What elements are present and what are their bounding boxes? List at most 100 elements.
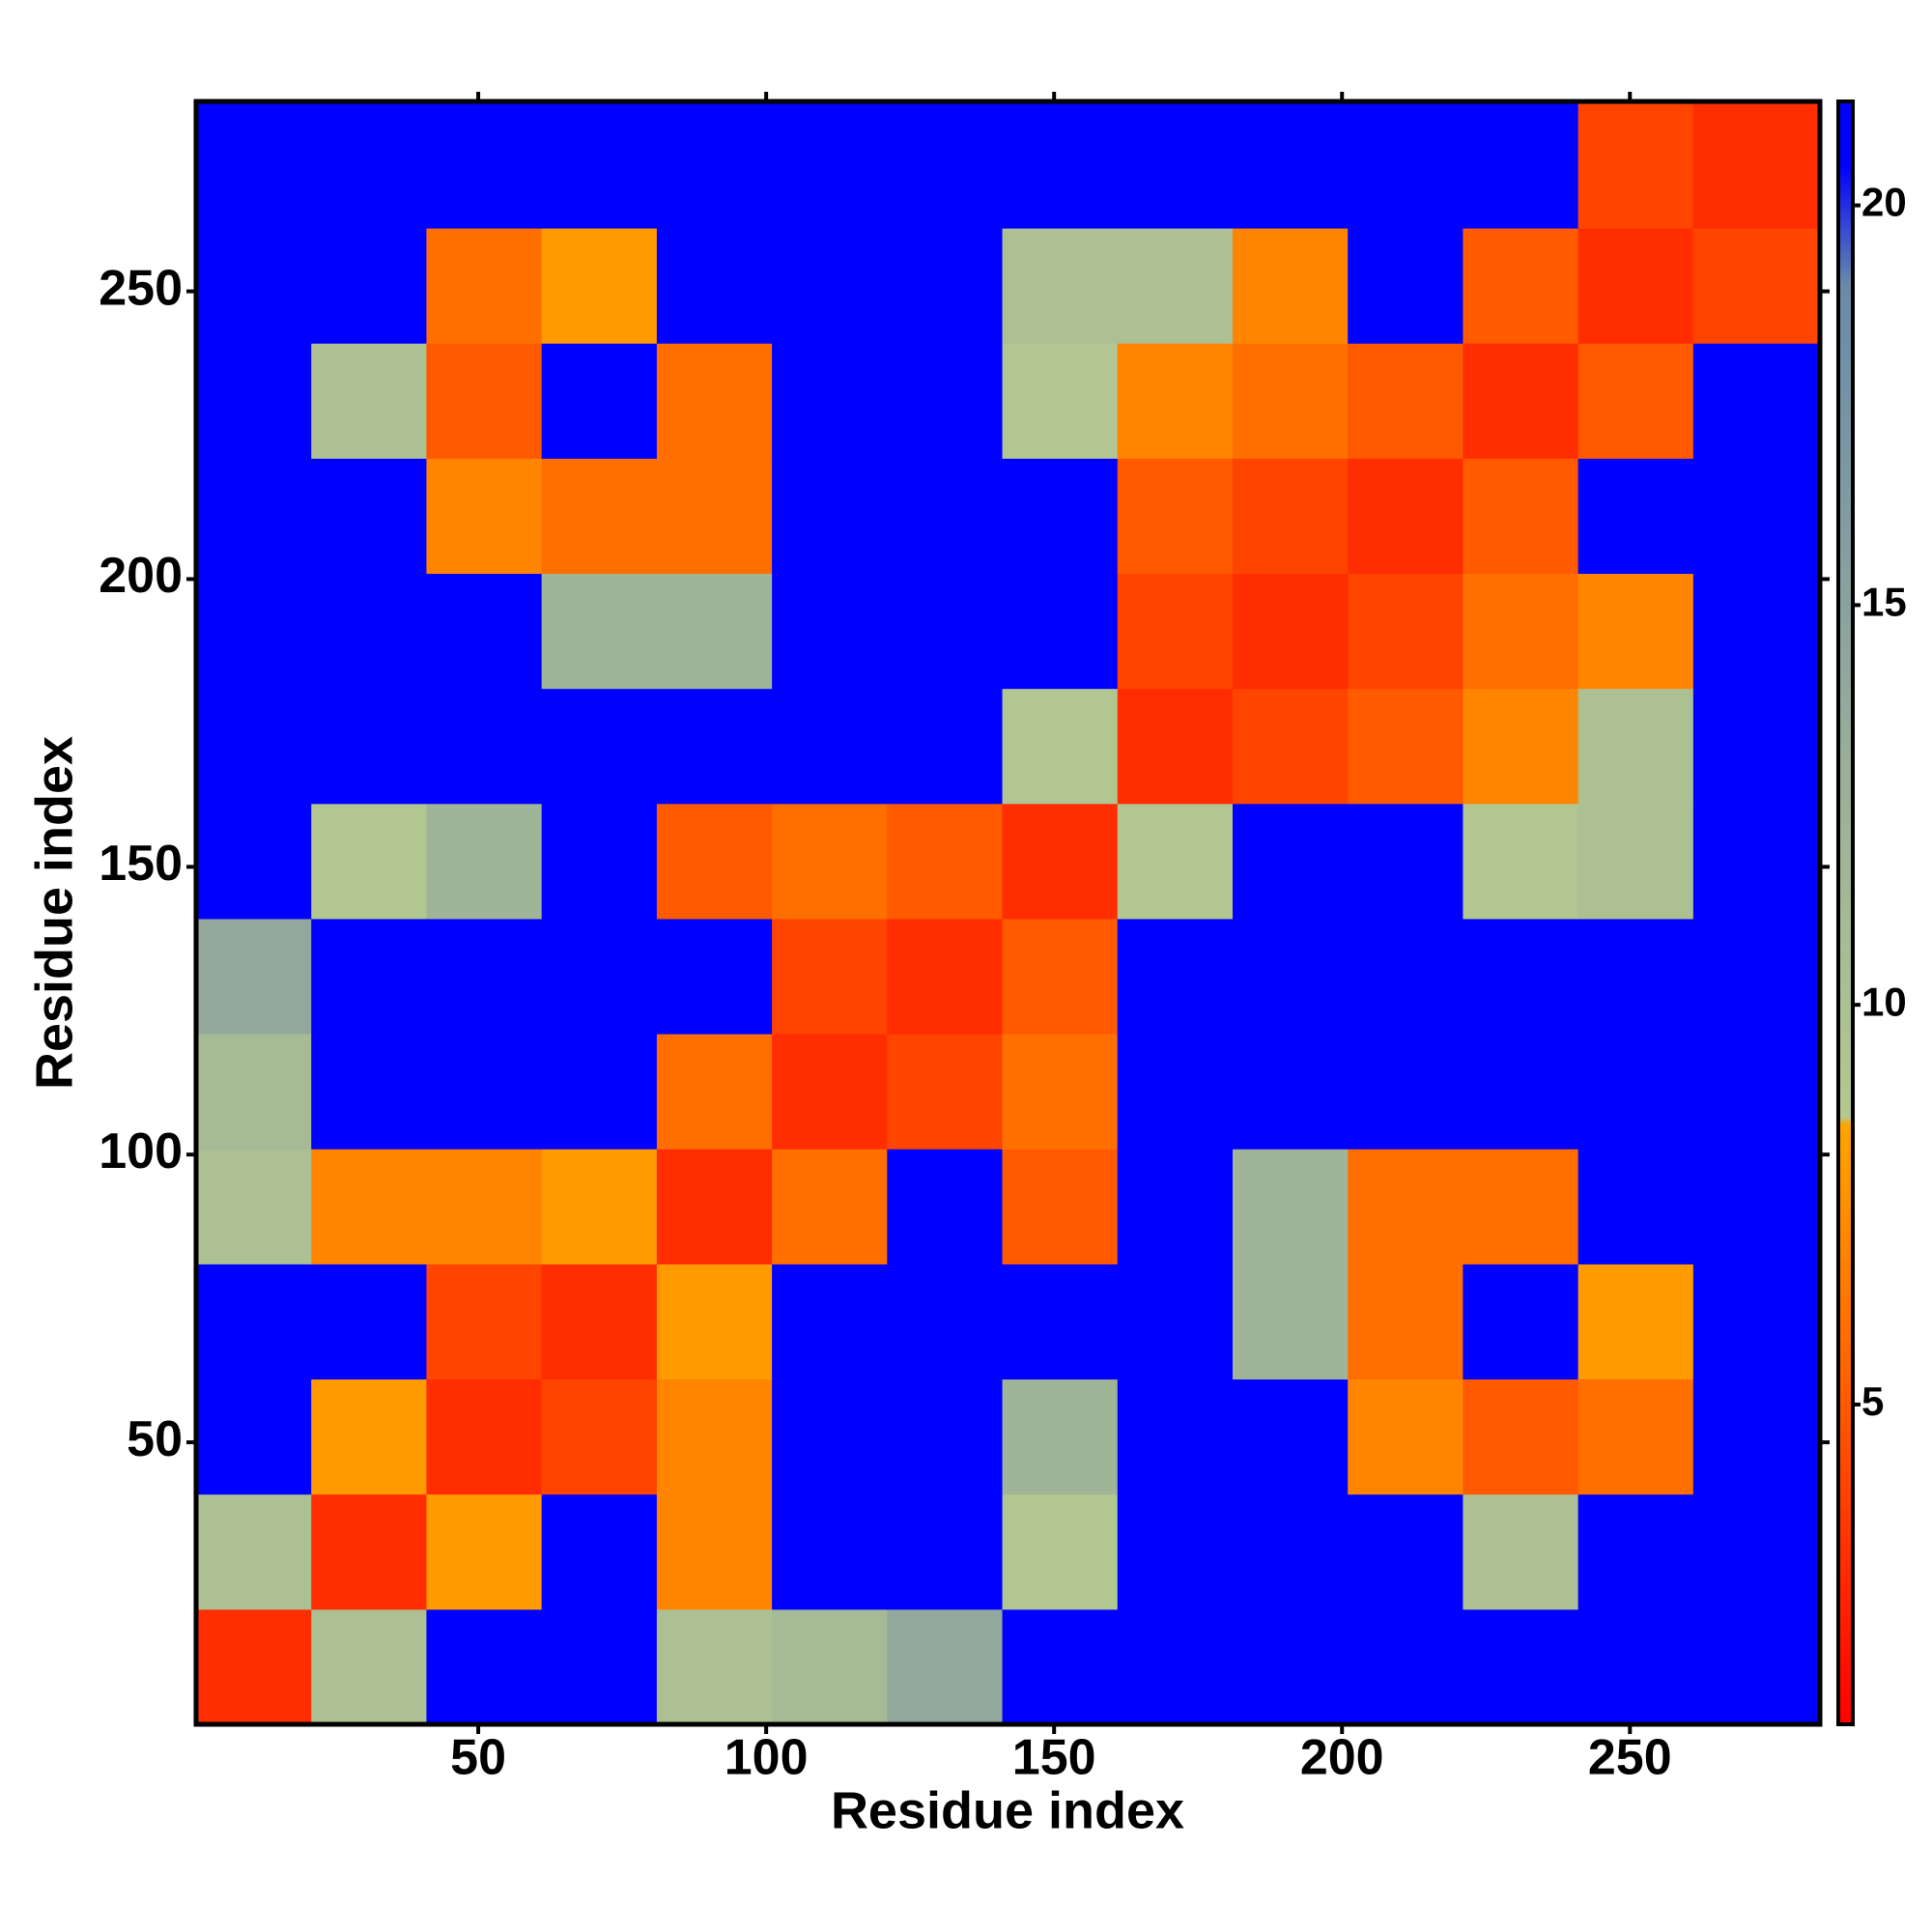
colorbar-tick-label: 15 — [1861, 579, 1907, 624]
heatmap-cell — [311, 688, 427, 805]
heatmap-cell — [772, 1378, 888, 1495]
heatmap-cell — [541, 918, 658, 1035]
heatmap-cell — [1232, 343, 1349, 459]
heatmap-cell — [887, 228, 1004, 344]
heatmap-cell — [1463, 1378, 1579, 1495]
heatmap-cell — [196, 918, 312, 1035]
heatmap-cell — [1348, 458, 1463, 575]
x-axis-title: Residue index — [831, 1781, 1184, 1839]
heatmap-cell — [311, 101, 427, 229]
heatmap-cell — [1002, 1493, 1119, 1610]
heatmap-cell — [772, 1149, 888, 1264]
heatmap-cell — [196, 1034, 312, 1150]
heatmap-cell — [772, 1034, 888, 1150]
heatmap-cell — [1577, 228, 1694, 344]
heatmap-cell — [887, 1149, 1004, 1264]
heatmap-cell — [311, 918, 427, 1035]
heatmap-cell — [311, 803, 427, 920]
heatmap-cells — [196, 101, 1821, 1725]
heatmap-cell — [311, 1034, 427, 1150]
heatmap-cell — [1002, 918, 1119, 1035]
heatmap-cell — [887, 688, 1004, 805]
heatmap-cell — [1463, 1034, 1579, 1150]
heatmap-cell — [1577, 1264, 1694, 1380]
heatmap-cell — [772, 918, 888, 1035]
heatmap-cell — [1577, 918, 1694, 1035]
heatmap-cell — [311, 573, 427, 690]
heatmap-cell — [1463, 101, 1579, 229]
heatmap-cell — [1577, 343, 1694, 459]
heatmap-cell — [1348, 688, 1463, 805]
heatmap-cell — [1117, 228, 1234, 344]
heatmap-cell — [1117, 1264, 1234, 1380]
heatmap-cell — [311, 1493, 427, 1610]
heatmap-cell — [1348, 1378, 1463, 1495]
heatmap-cell — [426, 573, 543, 690]
heatmap-cell — [1577, 803, 1694, 920]
heatmap-cell — [1002, 458, 1119, 575]
heatmap-cell — [1463, 343, 1579, 459]
heatmap-cell — [656, 343, 773, 459]
heatmap-cell — [656, 458, 773, 575]
x-tick-label: 200 — [1300, 1730, 1384, 1786]
heatmap-cell — [656, 803, 773, 920]
heatmap-cell — [1117, 101, 1234, 229]
heatmap-cell — [196, 458, 312, 575]
heatmap-cell — [656, 1149, 773, 1264]
heatmap-cell — [1692, 1378, 1821, 1495]
heatmap-cell — [772, 1608, 888, 1725]
heatmap-cell — [1692, 101, 1821, 229]
heatmap-cell — [196, 688, 312, 805]
heatmap-cell — [426, 918, 543, 1035]
heatmap-cell — [196, 1149, 312, 1264]
heatmap-cell — [311, 343, 427, 459]
heatmap-cell — [426, 688, 543, 805]
heatmap-cell — [887, 1378, 1004, 1495]
heatmap-cell — [1117, 458, 1234, 575]
heatmap-cell — [1232, 458, 1349, 575]
heatmap-cell — [1002, 688, 1119, 805]
heatmap-cell — [311, 1608, 427, 1725]
heatmap-cell — [1117, 573, 1234, 690]
heatmap-cell — [887, 1264, 1004, 1380]
heatmap-cell — [1463, 458, 1579, 575]
heatmap-cell — [656, 1378, 773, 1495]
heatmap-cell — [1117, 918, 1234, 1035]
heatmap-cell — [772, 573, 888, 690]
heatmap-cell — [196, 1264, 312, 1380]
heatmap-cell — [1692, 1034, 1821, 1150]
heatmap-cell — [1463, 803, 1579, 920]
heatmap-cell — [1692, 573, 1821, 690]
heatmap-cell — [541, 1608, 658, 1725]
heatmap-cell — [656, 1608, 773, 1725]
heatmap-cell — [1348, 1149, 1463, 1264]
heatmap-cell — [426, 343, 543, 459]
heatmap-cell — [196, 101, 312, 229]
colorbar-tick-label: 5 — [1861, 1378, 1884, 1424]
heatmap-cell — [426, 1264, 543, 1380]
heatmap-cell — [1577, 688, 1694, 805]
heatmap-cell — [1463, 1608, 1579, 1725]
heatmap-cell — [426, 1608, 543, 1725]
heatmap-cell — [1232, 573, 1349, 690]
heatmap-cell — [1348, 918, 1463, 1035]
heatmap-cell — [1692, 688, 1821, 805]
heatmap-cell — [1002, 1034, 1119, 1150]
heatmap-cell — [656, 918, 773, 1035]
heatmap-cell — [1232, 1149, 1349, 1264]
heatmap-cell — [1463, 1264, 1579, 1380]
heatmap-cell — [772, 1493, 888, 1610]
heatmap-cell — [1577, 1034, 1694, 1150]
heatmap-cell — [656, 1493, 773, 1610]
heatmap-cell — [1348, 1608, 1463, 1725]
heatmap-cell — [1232, 918, 1349, 1035]
heatmap-cell — [196, 1378, 312, 1495]
y-axis-title: Residue index — [25, 736, 83, 1090]
heatmap-cell — [1692, 918, 1821, 1035]
heatmap-cell — [1692, 228, 1821, 344]
heatmap-cell — [311, 1264, 427, 1380]
heatmap-cell — [1577, 1378, 1694, 1495]
heatmap-cell — [887, 1034, 1004, 1150]
heatmap-cell — [1232, 1034, 1349, 1150]
